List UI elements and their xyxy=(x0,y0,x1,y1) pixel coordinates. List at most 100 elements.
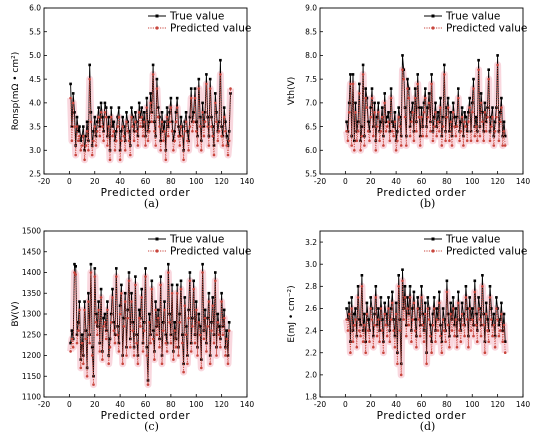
data-point xyxy=(216,130,220,133)
data-point xyxy=(434,340,437,344)
data-point xyxy=(383,92,386,95)
data-point xyxy=(345,318,348,321)
data-point xyxy=(350,144,354,147)
data-point xyxy=(136,354,140,357)
data-point xyxy=(122,316,126,320)
data-point xyxy=(170,283,174,287)
data-point xyxy=(93,267,97,270)
legend-label-predicted: Predicted value xyxy=(446,23,527,35)
data-point xyxy=(121,125,124,128)
data-point xyxy=(96,120,99,124)
data-point xyxy=(387,111,390,114)
data-point xyxy=(142,111,146,114)
data-point xyxy=(148,312,151,316)
data-point xyxy=(375,334,379,338)
data-point xyxy=(225,144,228,147)
data-point xyxy=(431,312,435,316)
data-point xyxy=(117,350,121,353)
data-point xyxy=(225,337,228,341)
data-point xyxy=(106,308,109,312)
data-point xyxy=(387,296,390,299)
data-point xyxy=(102,139,105,143)
data-point xyxy=(83,300,86,303)
data-point xyxy=(443,63,446,67)
data-point xyxy=(92,374,95,378)
data-point xyxy=(203,120,207,124)
data-point xyxy=(73,125,76,128)
x-tick-label: 0 xyxy=(343,400,348,409)
data-point xyxy=(111,296,114,299)
data-point xyxy=(364,96,368,100)
data-point xyxy=(154,300,157,303)
data-point xyxy=(359,334,362,338)
data-point xyxy=(405,134,408,138)
data-point xyxy=(401,279,404,283)
data-point xyxy=(93,125,97,128)
data-point xyxy=(445,290,449,294)
data-point xyxy=(363,144,366,147)
data-point xyxy=(356,296,360,299)
data-point xyxy=(417,318,421,321)
data-point xyxy=(222,106,226,109)
data-point xyxy=(107,362,110,366)
data-point xyxy=(167,134,170,138)
data-point xyxy=(470,307,474,310)
data-point xyxy=(224,120,227,124)
data-point xyxy=(168,120,171,124)
data-point xyxy=(445,115,449,119)
data-point xyxy=(120,283,123,287)
data-point xyxy=(135,130,138,133)
y-tick-label: 1450 xyxy=(22,247,41,256)
data-point xyxy=(345,120,348,124)
data-point xyxy=(194,120,198,124)
data-point xyxy=(97,300,100,303)
data-point xyxy=(430,340,433,343)
y-tick-label: 6.5 xyxy=(305,122,317,131)
data-point xyxy=(155,77,159,81)
y-axis-label: BV(V) xyxy=(11,301,21,326)
data-point xyxy=(455,334,459,338)
data-point xyxy=(200,149,203,152)
data-point xyxy=(75,115,79,119)
data-point xyxy=(108,158,112,162)
data-point xyxy=(470,101,474,105)
data-point xyxy=(360,285,364,288)
data-point xyxy=(372,334,375,338)
data-point xyxy=(373,312,376,316)
data-point xyxy=(438,130,441,133)
data-point xyxy=(164,341,168,345)
data-point xyxy=(364,351,368,355)
data-point xyxy=(158,125,161,128)
data-point xyxy=(220,291,223,295)
data-point xyxy=(99,287,103,291)
data-point xyxy=(351,73,355,76)
data-point xyxy=(457,87,460,90)
data-point xyxy=(477,307,480,310)
data-point xyxy=(416,82,420,86)
y-tick-label: 1250 xyxy=(22,330,41,339)
data-point xyxy=(420,285,423,288)
y-axis-label: E(mJ • cm⁻²) xyxy=(287,285,297,342)
data-point xyxy=(369,307,373,310)
data-point xyxy=(103,111,107,114)
data-point xyxy=(194,300,198,303)
data-point xyxy=(416,296,419,299)
data-point xyxy=(399,373,403,377)
data-point xyxy=(144,267,147,270)
data-point xyxy=(113,149,117,152)
data-point xyxy=(401,68,404,71)
data-point xyxy=(385,334,389,338)
data-point xyxy=(79,149,83,152)
data-point xyxy=(394,301,398,305)
data-point xyxy=(101,125,104,128)
data-point xyxy=(142,120,146,124)
data-point xyxy=(211,304,214,308)
data-point xyxy=(85,375,89,378)
data-point xyxy=(369,115,373,119)
data-point xyxy=(495,307,498,310)
data-point xyxy=(453,115,456,119)
data-point xyxy=(458,318,461,321)
data-point xyxy=(150,111,154,114)
data-point xyxy=(370,87,374,90)
